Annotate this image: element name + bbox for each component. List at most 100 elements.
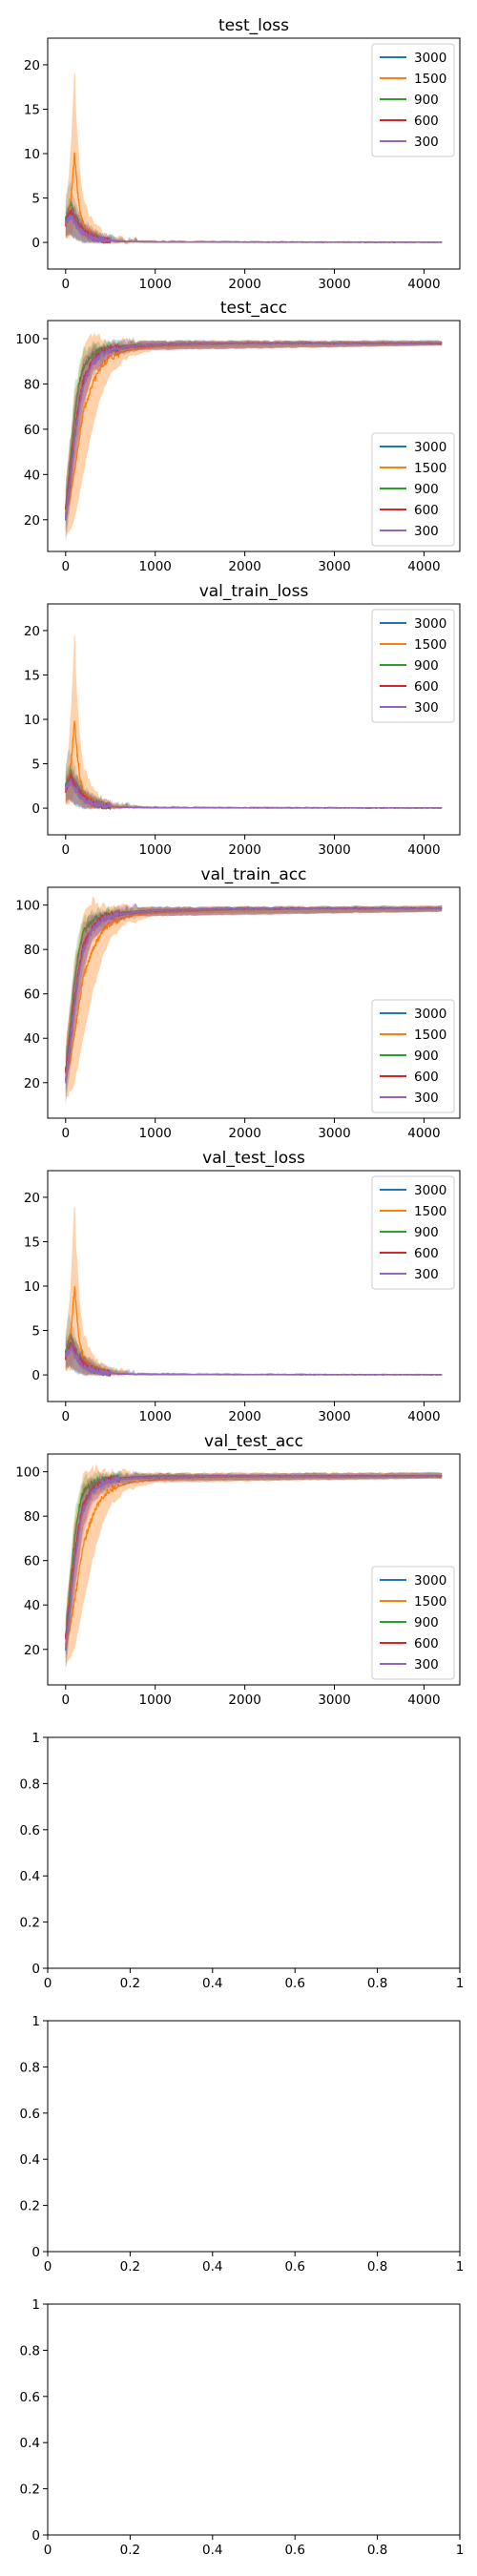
y-tick-label: 10 bbox=[24, 1279, 40, 1295]
x-tick-label: 0.2 bbox=[120, 2259, 140, 2275]
legend-label-900: 900 bbox=[414, 482, 439, 497]
series-band-300 bbox=[65, 337, 443, 539]
chart-title: val_train_acc bbox=[201, 865, 307, 884]
chart-3: 0 1000 2000 3000 4000 0 5 10 15 20 val_train_loss 3… bbox=[24, 582, 461, 858]
data-layer bbox=[65, 896, 443, 1106]
y-tick-label: 20 bbox=[24, 624, 40, 639]
y-tick-label: 0.8 bbox=[20, 2343, 40, 2358]
legend-box bbox=[371, 999, 455, 1113]
legend: 3000 1500 900 600 300 bbox=[371, 1175, 455, 1290]
legend-box bbox=[371, 43, 455, 157]
x-tick-label: 1000 bbox=[139, 1693, 172, 1708]
x-tick-label: 0.4 bbox=[202, 1976, 222, 1991]
chart-4: 0 1000 2000 3000 4000 20 40 60 80 100 val_train_ac… bbox=[15, 865, 461, 1141]
x-tick-label: 2000 bbox=[228, 559, 260, 574]
legend: 3000 1500 900 600 300 bbox=[371, 999, 455, 1113]
legend: 3000 1500 900 600 300 bbox=[371, 609, 455, 723]
axes-frame bbox=[47, 2020, 461, 2253]
y-tick-label: 80 bbox=[24, 377, 40, 392]
legend-box bbox=[371, 1566, 455, 1680]
y-tick-label: 0.2 bbox=[20, 2483, 40, 2498]
x-tick-label: 0.2 bbox=[120, 1976, 140, 1991]
y-tick-label: 0 bbox=[31, 236, 40, 251]
y-tick-label: 0.4 bbox=[20, 2436, 40, 2451]
x-tick-label: 0 bbox=[61, 1126, 70, 1141]
legend-label-1500: 1500 bbox=[414, 637, 446, 653]
series-line-300 bbox=[65, 1345, 443, 1377]
x-tick-label: 2000 bbox=[228, 1409, 260, 1424]
legend-box bbox=[371, 432, 455, 547]
y-tick-label: 0.2 bbox=[20, 2199, 40, 2214]
data-layer bbox=[65, 332, 443, 544]
x-tick-label: 1000 bbox=[139, 559, 172, 574]
legend-label-900: 900 bbox=[414, 658, 439, 674]
x-tick-label: 3000 bbox=[318, 1693, 350, 1708]
series-line-300 bbox=[65, 215, 443, 243]
x-tick-label: 4000 bbox=[407, 842, 440, 858]
x-tick-label: 0.8 bbox=[367, 1976, 387, 1991]
y-tick-label: 0 bbox=[31, 1368, 40, 1383]
y-tick-label: 1 bbox=[31, 1731, 40, 1746]
legend-label-1500: 1500 bbox=[414, 1028, 446, 1043]
x-tick-label: 0.8 bbox=[367, 2543, 387, 2558]
y-tick-label: 40 bbox=[24, 1031, 40, 1047]
x-tick-label: 1000 bbox=[139, 1409, 172, 1424]
legend-label-300: 300 bbox=[414, 1091, 439, 1106]
chart-title: val_test_loss bbox=[202, 1149, 305, 1168]
chart-8: 0 0.2 0.4 0.6 0.8 1 0 0.2 0.4 0.6 0.8 1 bbox=[20, 2014, 465, 2275]
legend: 3000 1500 900 600 300 bbox=[371, 1566, 455, 1680]
data-layer bbox=[65, 635, 443, 810]
chart-7: 0 0.2 0.4 0.6 0.8 1 0 0.2 0.4 0.6 0.8 1 bbox=[20, 1731, 465, 1991]
y-tick-label: 20 bbox=[24, 58, 40, 73]
legend: 3000 1500 900 600 300 bbox=[371, 432, 455, 547]
x-tick-label: 3000 bbox=[318, 559, 350, 574]
x-tick-label: 3000 bbox=[318, 1409, 350, 1424]
series-band-600 bbox=[65, 1470, 443, 1661]
y-tick-label: 60 bbox=[24, 1554, 40, 1569]
y-tick-label: 0.6 bbox=[20, 2107, 40, 2122]
x-tick-label: 2000 bbox=[228, 1693, 260, 1708]
y-tick-label: 0 bbox=[31, 1962, 40, 1977]
axes-frame bbox=[47, 1453, 461, 1686]
series-line-300 bbox=[65, 906, 443, 1081]
y-tick-label: 0 bbox=[31, 801, 40, 817]
legend-box bbox=[371, 609, 455, 723]
x-tick-label: 4000 bbox=[407, 277, 440, 292]
x-tick-label: 4000 bbox=[407, 1409, 440, 1424]
x-tick-label: 0.4 bbox=[202, 2259, 222, 2275]
legend-label-600: 600 bbox=[414, 1070, 439, 1085]
y-tick-label: 20 bbox=[24, 513, 40, 529]
data-layer bbox=[65, 1206, 443, 1378]
y-tick-label: 0.2 bbox=[20, 1916, 40, 1931]
chart-2: 0 1000 2000 3000 4000 20 40 60 80 100 test_acc 3000… bbox=[15, 299, 461, 574]
legend-label-600: 600 bbox=[414, 1636, 439, 1652]
x-tick-label: 3000 bbox=[318, 1126, 350, 1141]
legend-box bbox=[371, 1175, 455, 1290]
legend-label-900: 900 bbox=[414, 1615, 439, 1631]
x-tick-label: 4000 bbox=[407, 559, 440, 574]
y-tick-label: 15 bbox=[24, 668, 40, 683]
y-tick-label: 0.8 bbox=[20, 1776, 40, 1792]
legend-label-1500: 1500 bbox=[414, 1594, 446, 1610]
x-tick-label: 1 bbox=[456, 2259, 465, 2275]
y-tick-label: 0.6 bbox=[20, 1823, 40, 1839]
y-tick-label: 60 bbox=[24, 423, 40, 438]
x-tick-label: 0.2 bbox=[120, 2543, 140, 2558]
data-layer bbox=[65, 72, 443, 244]
legend-label-3000: 3000 bbox=[414, 1007, 446, 1022]
x-tick-label: 1000 bbox=[139, 277, 172, 292]
y-tick-label: 0 bbox=[31, 2528, 40, 2544]
chart-title: test_loss bbox=[218, 16, 289, 35]
y-tick-label: 40 bbox=[24, 467, 40, 483]
y-tick-label: 40 bbox=[24, 1598, 40, 1613]
x-tick-label: 1000 bbox=[139, 1126, 172, 1141]
legend-label-3000: 3000 bbox=[414, 1573, 446, 1589]
legend-label-300: 300 bbox=[414, 1267, 439, 1282]
legend-label-1500: 1500 bbox=[414, 461, 446, 476]
x-tick-label: 0.6 bbox=[284, 1976, 304, 1991]
y-tick-label: 0.8 bbox=[20, 2060, 40, 2075]
axes-frame bbox=[47, 886, 461, 1119]
series-line-300 bbox=[65, 1474, 443, 1647]
legend-label-1500: 1500 bbox=[414, 72, 446, 87]
